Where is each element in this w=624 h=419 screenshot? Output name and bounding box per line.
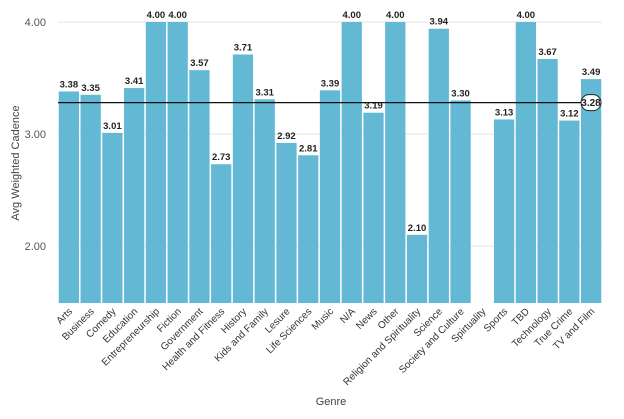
- bar: [232, 54, 254, 304]
- bar-value-label: 3.30: [451, 88, 470, 99]
- bar-value-label: 3.39: [321, 78, 340, 89]
- y-tick-label: 3.00: [25, 129, 46, 141]
- bar: [167, 22, 188, 303]
- bar: [385, 22, 406, 303]
- bar-value-label: 4.00: [386, 10, 405, 21]
- category-label: News: [354, 306, 379, 331]
- bar-value-label: 4.00: [147, 10, 166, 21]
- y-axis-ticks: 4.00 3.00 2.00: [25, 17, 46, 253]
- bar-value-label: 3.31: [255, 87, 274, 98]
- bar-value-label: 4.00: [168, 10, 187, 21]
- bar: [341, 22, 362, 303]
- reference-line-badge: [580, 94, 602, 112]
- bars: [58, 22, 602, 304]
- bar-value-label: 4.00: [517, 10, 536, 21]
- bar-value-label: 3.49: [582, 67, 601, 78]
- bar-value-label: 2.73: [212, 152, 231, 163]
- bar-value-label: 2.81: [299, 143, 318, 154]
- bar-value-label: 3.38: [60, 79, 79, 90]
- bar: [145, 22, 167, 303]
- bar-value-label: 3.41: [125, 76, 144, 87]
- bar: [450, 100, 471, 304]
- bar: [363, 112, 384, 303]
- bar: [102, 132, 123, 303]
- bar-value-label: 4.00: [343, 10, 362, 21]
- category-label: Sports: [482, 306, 510, 334]
- bar-value-label: 3.19: [364, 101, 383, 112]
- y-tick-label: 2.00: [25, 241, 46, 253]
- bar-value-label: 2.92: [277, 131, 296, 142]
- bar-value-label: 3.71: [234, 42, 253, 53]
- bar: [319, 90, 341, 303]
- y-axis-title: Avg Weighted Cadence: [10, 105, 22, 220]
- x-axis-title: Genre: [316, 396, 347, 408]
- reference-line-label: 3.28: [581, 98, 601, 109]
- bar: [406, 234, 428, 303]
- bar: [80, 94, 101, 303]
- bar-value-label: 3.57: [190, 58, 209, 69]
- bar-value-labels: 3.38 3.353.013.414.00 4.003.572.733.713.31…: [60, 10, 601, 234]
- bar: [58, 91, 80, 303]
- bar-value-label: 3.35: [81, 83, 100, 94]
- bar: [580, 79, 602, 304]
- bar-value-label: 3.94: [430, 17, 449, 28]
- bar-value-label: 2.10: [408, 223, 427, 234]
- x-axis-category-labels: ArtsBusinessComedyEducationEntrepreneurs…: [55, 306, 598, 388]
- bar-value-label: 3.01: [103, 121, 122, 132]
- bar: [189, 70, 210, 303]
- bar: [298, 155, 319, 303]
- bar-value-label: 3.13: [495, 107, 514, 118]
- bar: [515, 22, 536, 303]
- bar: [254, 99, 275, 303]
- y-tick-label: 4.00: [25, 17, 46, 29]
- bar: [211, 164, 232, 303]
- bar: [559, 120, 580, 303]
- bar: [493, 119, 515, 303]
- bar-value-label: 3.67: [538, 47, 557, 58]
- bar-value-label: 3.12: [560, 109, 579, 120]
- bar: [124, 88, 145, 303]
- bar: [428, 28, 449, 303]
- bar: [276, 142, 297, 303]
- bar: [537, 58, 558, 304]
- category-label: Music: [310, 306, 336, 332]
- reference-line-group: 3.28: [58, 94, 602, 112]
